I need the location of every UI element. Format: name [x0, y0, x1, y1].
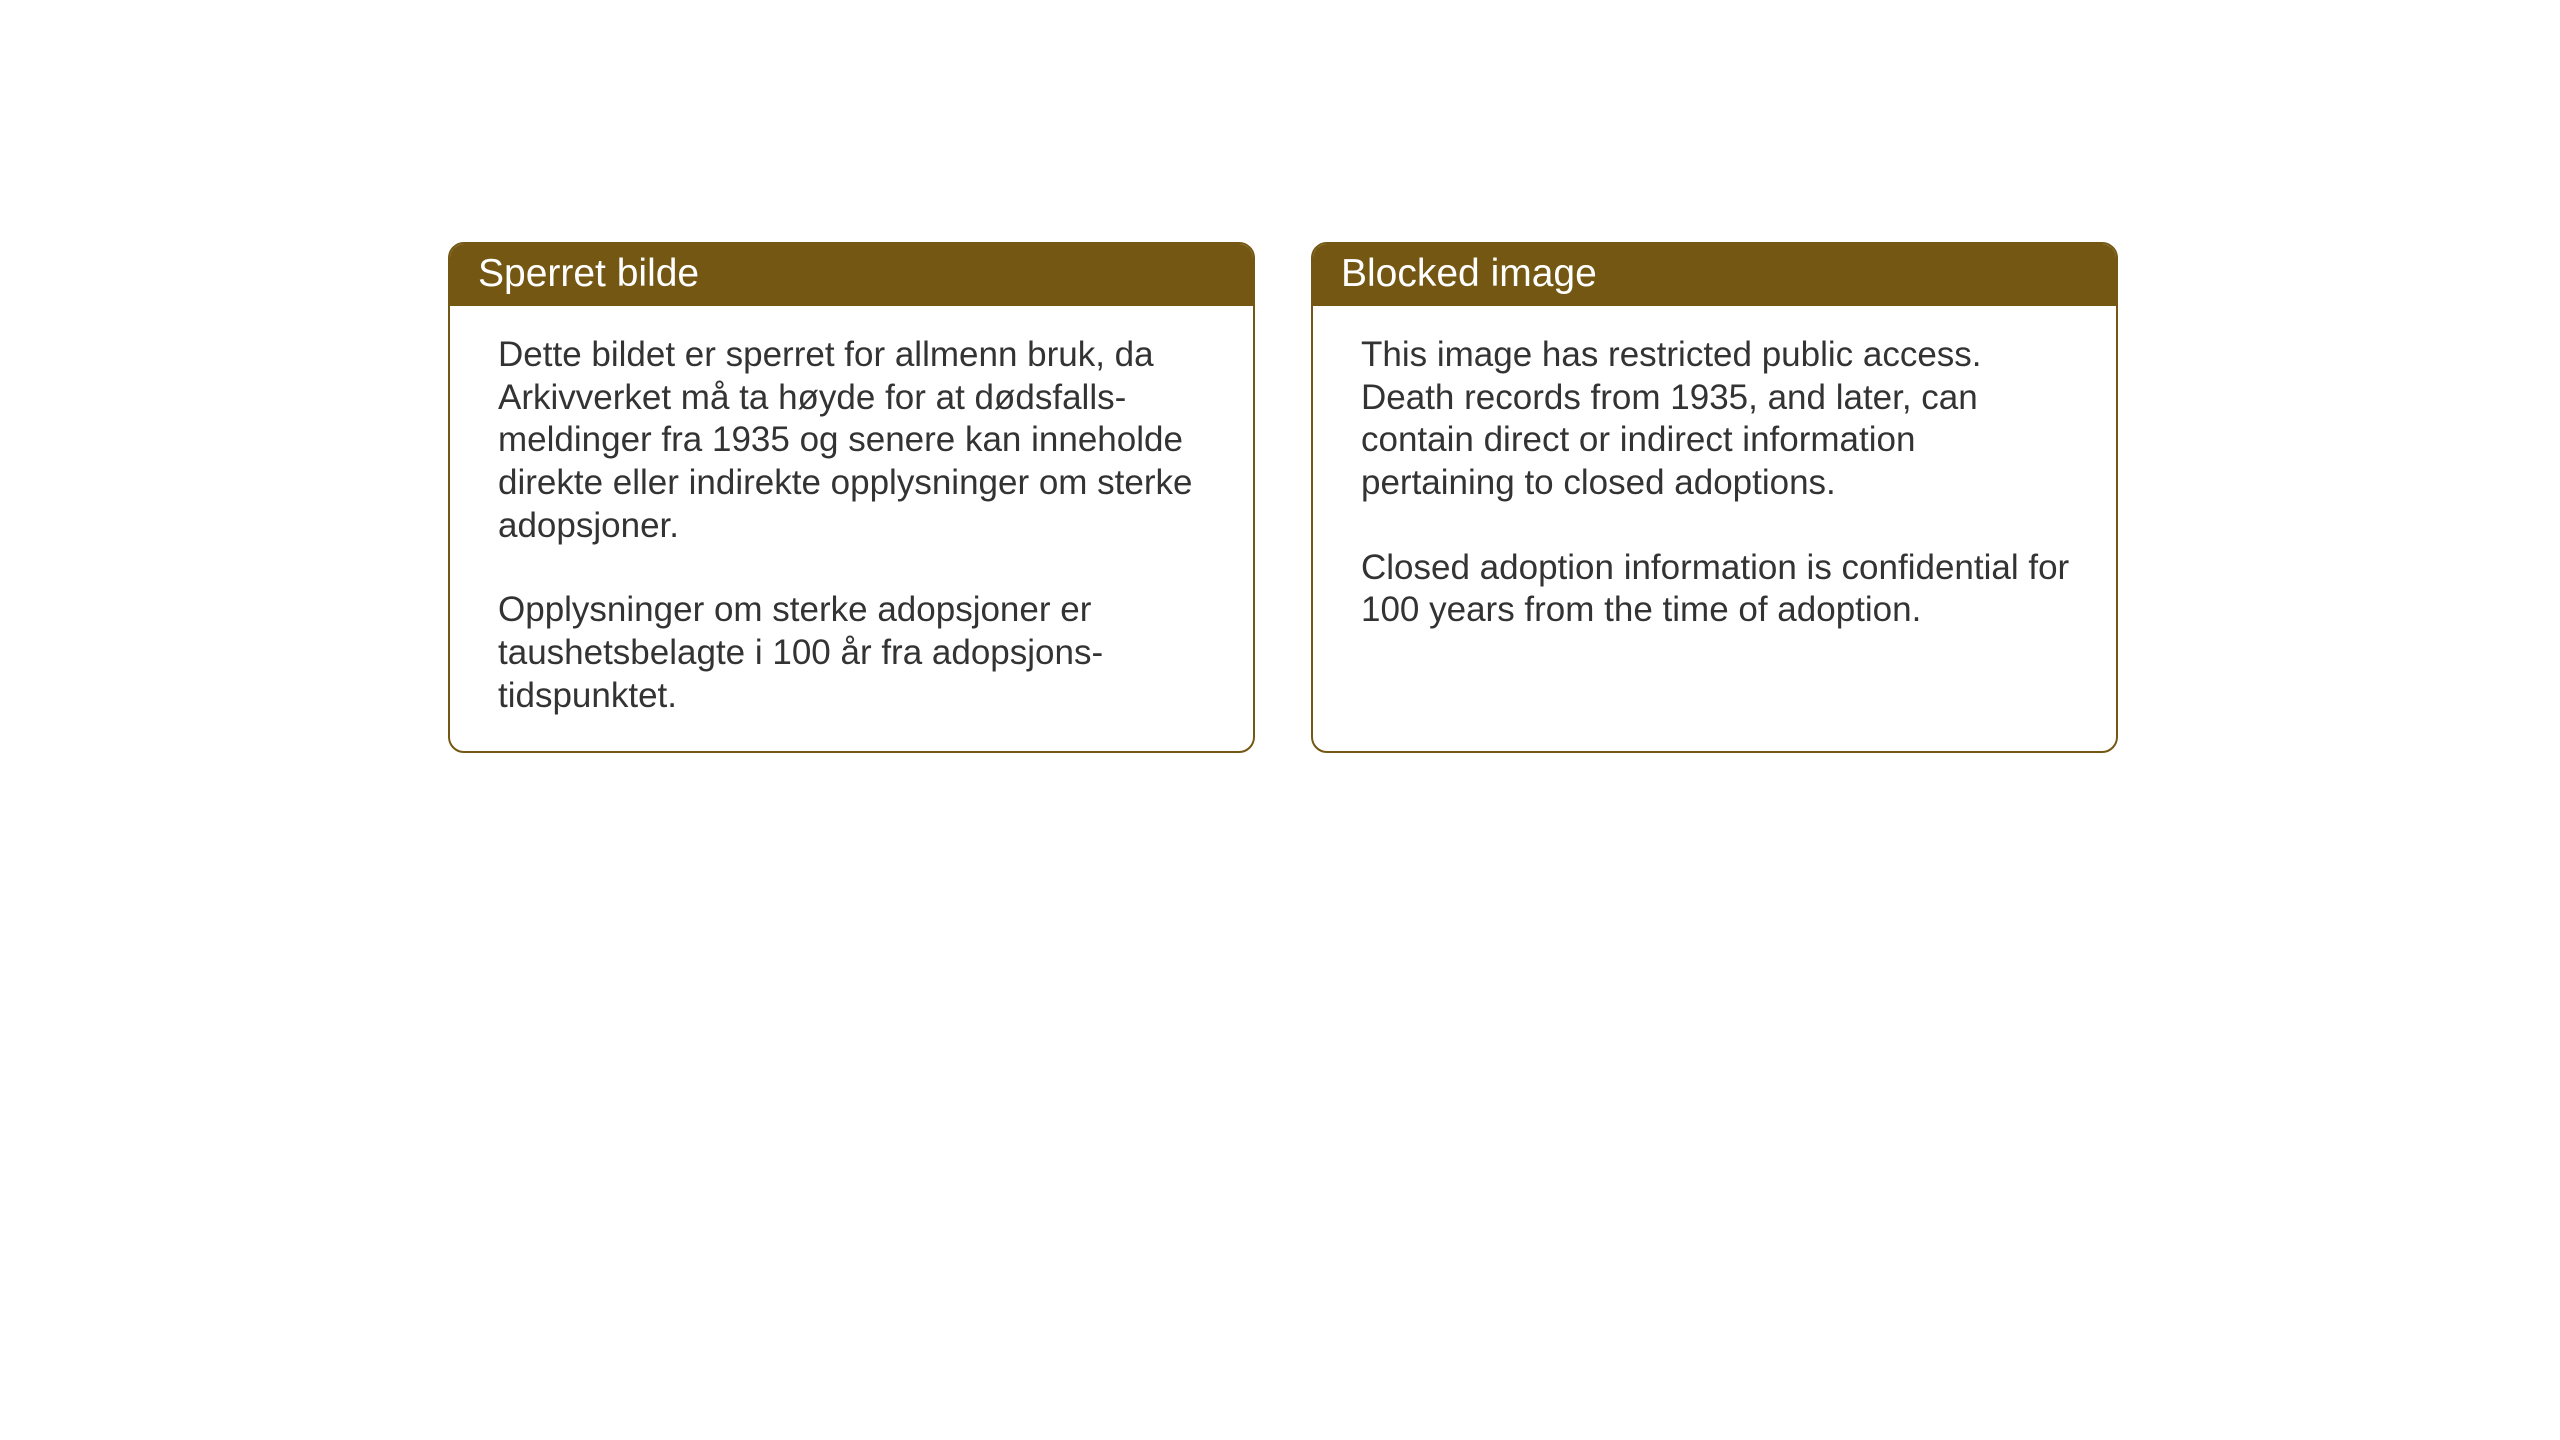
notice-paragraph: This image has restricted public access.…	[1361, 334, 2074, 505]
notice-paragraph: Opplysninger om sterke adopsjoner er tau…	[498, 589, 1211, 717]
notice-card-english: Blocked image This image has restricted …	[1311, 242, 2118, 753]
notice-card-norwegian: Sperret bilde Dette bildet er sperret fo…	[448, 242, 1255, 753]
notice-body-english: This image has restricted public access.…	[1313, 306, 2116, 751]
notice-body-norwegian: Dette bildet er sperret for allmenn bruk…	[450, 306, 1253, 751]
notice-header-norwegian: Sperret bilde	[450, 244, 1253, 306]
notice-header-english: Blocked image	[1313, 244, 2116, 306]
notice-paragraph: Closed adoption information is confident…	[1361, 547, 2074, 632]
notice-container: Sperret bilde Dette bildet er sperret fo…	[448, 242, 2118, 753]
notice-paragraph: Dette bildet er sperret for allmenn bruk…	[498, 334, 1211, 547]
